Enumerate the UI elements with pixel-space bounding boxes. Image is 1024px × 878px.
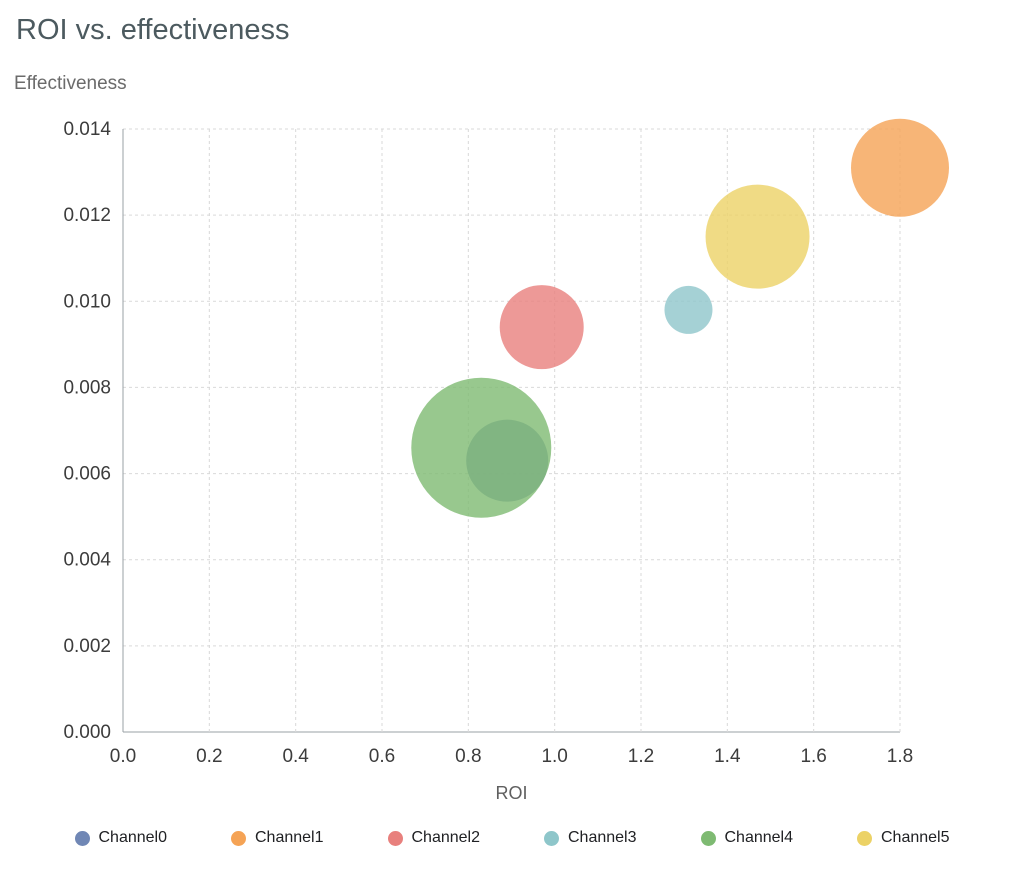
bubble-channel2[interactable]: [499, 285, 584, 370]
y-tick-label: 0.012: [63, 205, 111, 226]
y-tick-label: 0.010: [63, 291, 111, 312]
x-tick-label: 0.0: [110, 746, 136, 767]
x-tick-label: 1.8: [887, 746, 913, 767]
x-tick-label: 1.6: [800, 746, 826, 767]
y-tick-label: 0.008: [63, 377, 111, 398]
x-tick-label: 1.2: [628, 746, 654, 767]
y-tick-label: 0.000: [63, 722, 111, 743]
x-tick-label: 1.0: [541, 746, 567, 767]
chart-title: ROI vs. effectiveness: [16, 14, 290, 46]
legend-label: Channel5: [881, 829, 950, 846]
x-tick-label: 0.4: [282, 746, 309, 767]
legend-label: Channel2: [411, 829, 481, 846]
legend-swatch-icon: [857, 830, 872, 846]
legend-swatch-icon: [544, 830, 559, 846]
y-tick-label: 0.002: [63, 636, 111, 657]
legend-swatch-icon: [387, 830, 403, 846]
bubble-channel4[interactable]: [411, 377, 552, 518]
x-tick-label: 0.6: [369, 746, 395, 767]
x-tick-label: 0.2: [196, 746, 222, 767]
legend-label: Channel1: [255, 829, 324, 846]
x-axis-title: ROI: [495, 783, 527, 803]
legend-swatch-icon: [74, 830, 90, 846]
y-tick-label: 0.014: [63, 119, 111, 140]
y-axis-title: Effectiveness: [14, 73, 127, 94]
bubble-channel1[interactable]: [851, 118, 949, 217]
x-tick-label: 1.4: [714, 746, 741, 767]
legend-swatch-icon: [231, 830, 246, 846]
bubble-plot: 0.000 0.002 0.004 0.006 0.008 0.010 0.012 0.014…: [63, 118, 949, 803]
legend-label: Channel0: [98, 829, 168, 846]
legend-item-channel0[interactable]: Channel0: [74, 829, 168, 847]
y-tick-label: 0.004: [63, 550, 111, 571]
legend-item-channel5[interactable]: Channel5: [857, 829, 950, 847]
legend-label: Channel4: [724, 829, 794, 846]
chart-legend: Channel0 Channel1 Channel2 Channel3 Channel4…: [0, 829, 1024, 847]
legend-label: Channel3: [568, 829, 637, 846]
y-tick-label: 0.006: [63, 464, 111, 485]
legend-item-channel1[interactable]: Channel1: [231, 829, 324, 847]
legend-item-channel2[interactable]: Channel2: [387, 829, 481, 847]
legend-swatch-icon: [700, 830, 716, 846]
bubble-channel5[interactable]: [705, 184, 810, 289]
legend-item-channel3[interactable]: Channel3: [544, 829, 637, 847]
bubble-channel3[interactable]: [664, 285, 713, 334]
x-tick-label: 0.8: [455, 746, 481, 767]
legend-item-channel4[interactable]: Channel4: [700, 829, 794, 847]
